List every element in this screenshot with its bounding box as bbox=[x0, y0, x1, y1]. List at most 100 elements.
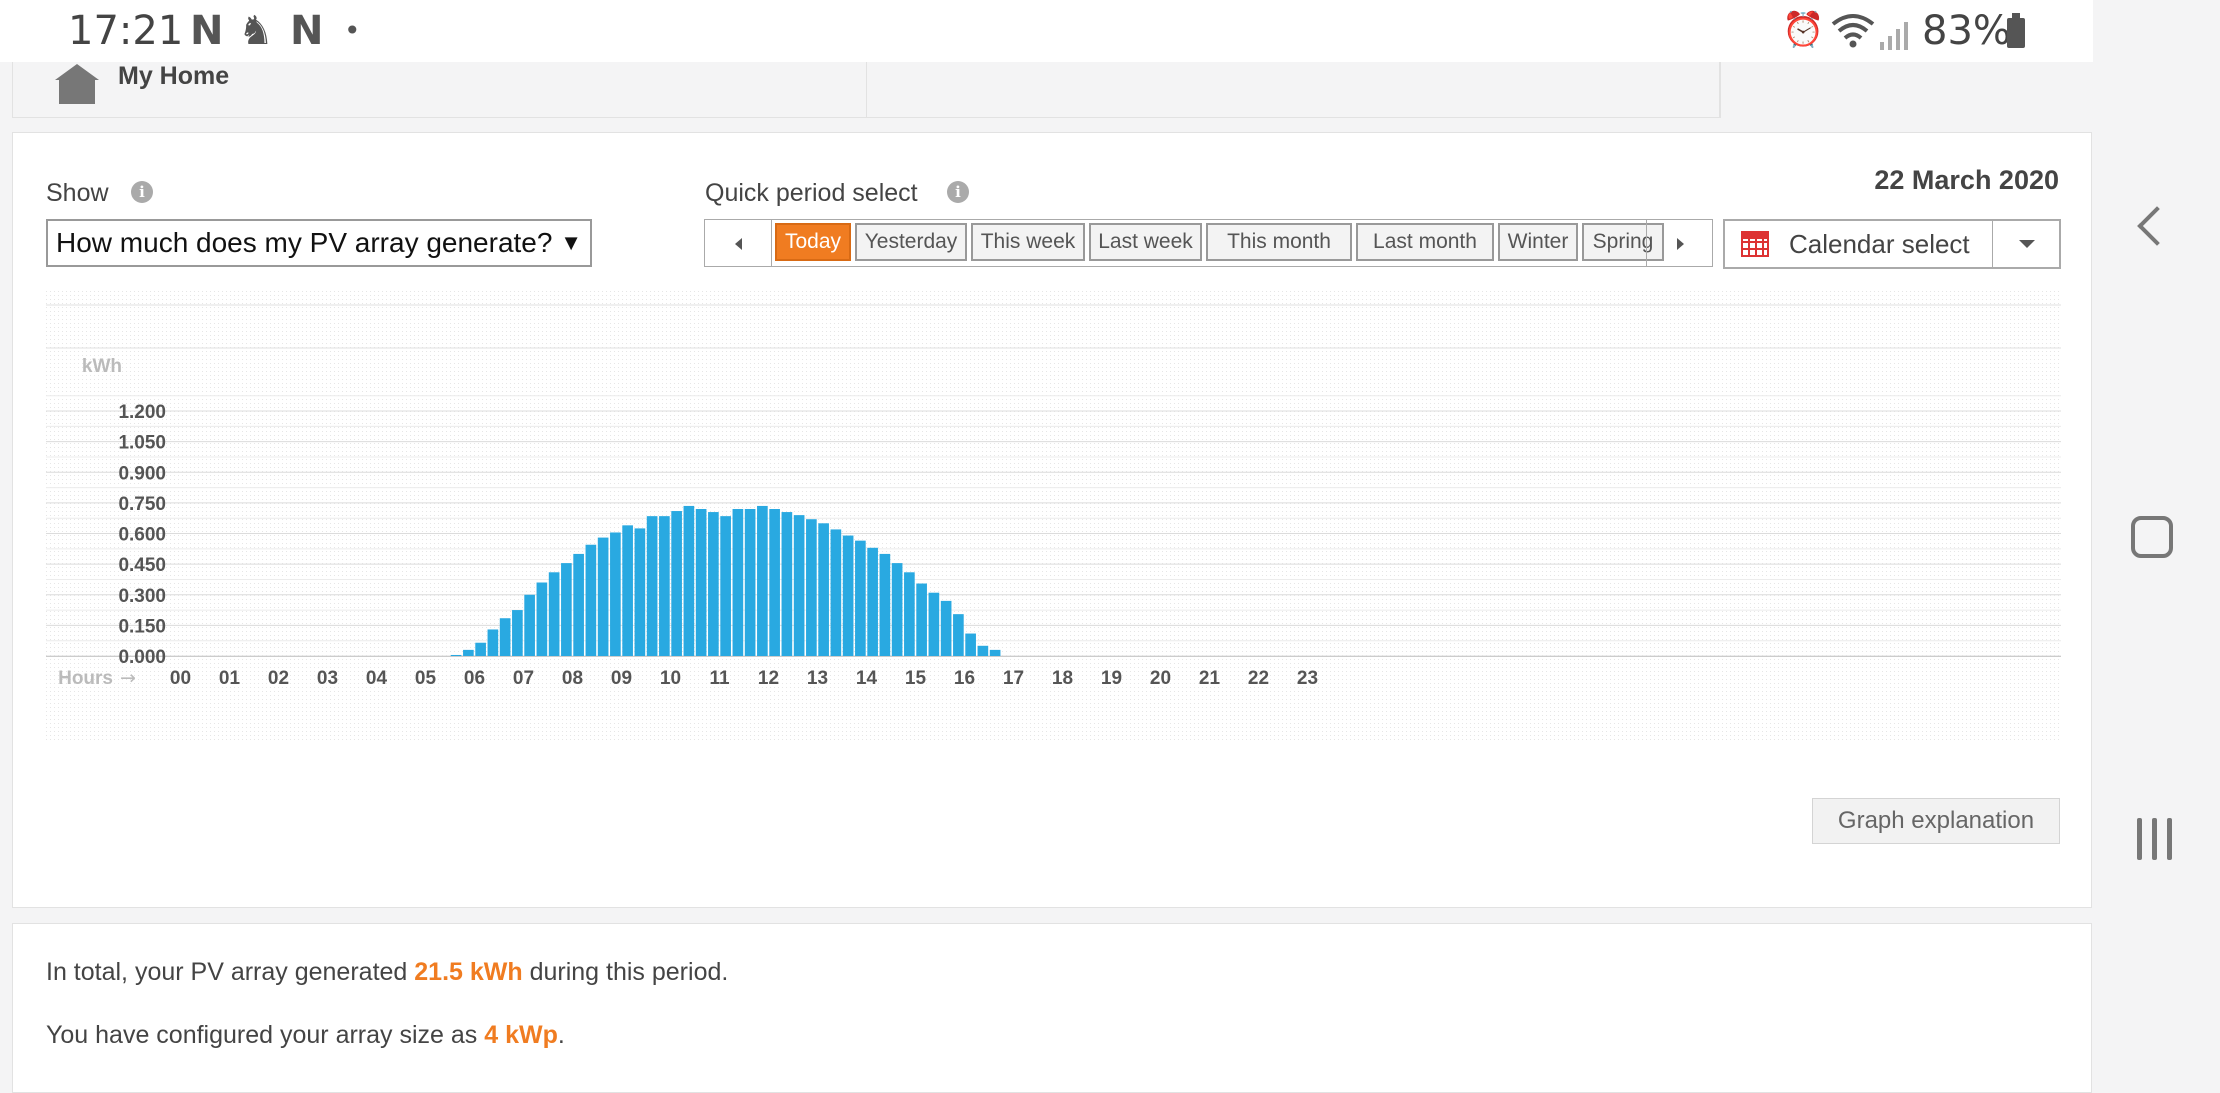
chart-bar bbox=[597, 537, 609, 656]
android-nav-bar bbox=[2093, 0, 2220, 1080]
x-axis-labels: Hours → 00 01 02 03 04 05 06 07 08 09 10 11 12 13 14 15 16… bbox=[58, 667, 1318, 689]
clock: 17:21 bbox=[68, 8, 184, 54]
chart-bar bbox=[610, 532, 621, 656]
chart-bar bbox=[953, 614, 964, 656]
x-tick-label: 01 bbox=[219, 668, 241, 689]
chart-bar bbox=[781, 512, 793, 656]
total-generated-text: In total, your PV array generated 21.5 k… bbox=[46, 958, 728, 987]
x-tick-label: 22 bbox=[1248, 668, 1269, 689]
period-winter-button[interactable]: Winter bbox=[1498, 223, 1578, 261]
y-tick-label: 0.900 bbox=[118, 463, 166, 484]
array-size-text: You have configured your array size as 4… bbox=[46, 1021, 565, 1050]
array-size-value: 4 kWp bbox=[484, 1021, 558, 1049]
y-tick-label: 0.150 bbox=[118, 616, 166, 637]
y-tick-label: 0.300 bbox=[118, 586, 166, 607]
y-tick-label: 0.600 bbox=[118, 525, 166, 546]
chart-bar bbox=[622, 525, 633, 656]
chart-bar bbox=[548, 572, 560, 656]
chart-bar bbox=[695, 509, 707, 656]
status-bar: 17:21 N ♞ N • ⏰ 83% bbox=[0, 0, 2093, 62]
app-icon: ♞ bbox=[238, 8, 274, 54]
chart-bar bbox=[940, 600, 952, 656]
x-tick-label: 02 bbox=[268, 668, 289, 689]
chart-bar bbox=[732, 509, 744, 656]
chart-bar bbox=[818, 523, 829, 656]
recent-apps-icon[interactable] bbox=[2135, 818, 2175, 860]
chart-bar bbox=[646, 516, 658, 656]
period-spring-button[interactable]: Spring bbox=[1582, 223, 1664, 261]
netflix-n-icon: N bbox=[190, 8, 224, 54]
y-tick-label: 0.450 bbox=[118, 555, 166, 576]
chart-bar bbox=[720, 516, 731, 656]
chart-bar bbox=[855, 540, 866, 656]
info-icon[interactable]: i bbox=[131, 181, 153, 203]
x-tick-label: 14 bbox=[856, 668, 878, 689]
x-tick-label: 10 bbox=[660, 668, 681, 689]
chart-bar bbox=[989, 649, 1001, 656]
chart-bar bbox=[793, 515, 805, 656]
x-tick-label: 09 bbox=[611, 668, 632, 689]
x-tick-label: 16 bbox=[954, 668, 975, 689]
chart-grid bbox=[46, 304, 2061, 657]
summary-card: In total, your PV array generated 21.5 k… bbox=[12, 923, 2092, 1093]
dropdown-arrow-icon: ▼ bbox=[560, 230, 582, 255]
chart-bar bbox=[463, 649, 474, 656]
period-last-week-button[interactable]: Last week bbox=[1089, 223, 1202, 261]
x-tick-label: 13 bbox=[807, 668, 828, 689]
x-tick-label: 19 bbox=[1101, 668, 1122, 689]
x-tick-label: 06 bbox=[464, 668, 485, 689]
x-tick-label: 12 bbox=[758, 668, 779, 689]
x-tick-label: 18 bbox=[1052, 668, 1073, 689]
next-period-button[interactable] bbox=[1646, 220, 1713, 266]
total-generated-value: 21.5 kWh bbox=[414, 958, 523, 986]
chart-bar bbox=[891, 563, 903, 656]
total-text-suffix: during this period. bbox=[522, 958, 729, 986]
show-dropdown[interactable]: How much does my PV array generate? ▼ bbox=[46, 219, 592, 267]
x-tick-label: 15 bbox=[905, 668, 927, 689]
x-tick-label: 23 bbox=[1297, 668, 1318, 689]
chart-bar bbox=[450, 654, 462, 656]
signal-icon bbox=[1880, 14, 1912, 60]
dot-icon: • bbox=[344, 14, 361, 47]
chart-bar bbox=[867, 547, 878, 656]
chart-bar bbox=[524, 594, 535, 656]
y-tick-label: 1.200 bbox=[118, 402, 166, 423]
previous-period-button[interactable] bbox=[705, 220, 772, 266]
period-this-month-button[interactable]: This month bbox=[1206, 223, 1352, 261]
x-tick-label: 08 bbox=[562, 668, 583, 689]
chart-bar bbox=[475, 642, 486, 656]
x-axis-title: Hours bbox=[58, 668, 113, 689]
chart-bar bbox=[659, 516, 670, 656]
chart-bar bbox=[671, 511, 682, 656]
back-icon[interactable] bbox=[2137, 206, 2177, 246]
caret-left-icon bbox=[735, 238, 742, 250]
chart-bar bbox=[573, 553, 584, 656]
chart-bar bbox=[916, 583, 927, 656]
chart-bar bbox=[634, 528, 646, 656]
calendar-dropdown-button[interactable] bbox=[1992, 221, 2059, 267]
chart-bar bbox=[965, 633, 976, 656]
array-size-suffix: . bbox=[557, 1021, 565, 1049]
battery-percentage: 83% bbox=[1922, 8, 2011, 54]
chart-bar bbox=[561, 563, 572, 656]
chart-bar bbox=[499, 618, 511, 656]
period-yesterday-button[interactable]: Yesterday bbox=[855, 223, 967, 261]
chart-background bbox=[46, 291, 2061, 741]
graph-explanation-button[interactable]: Graph explanation bbox=[1812, 798, 2060, 844]
x-tick-label: 04 bbox=[366, 668, 388, 689]
y-tick-label: 1.050 bbox=[118, 433, 166, 454]
x-tick-label: 21 bbox=[1199, 668, 1221, 689]
chart-bar bbox=[536, 582, 548, 656]
period-this-week-button[interactable]: This week bbox=[971, 223, 1085, 261]
wifi-icon bbox=[1830, 10, 1876, 58]
calendar-select[interactable]: Calendar select bbox=[1723, 219, 2061, 269]
period-today-button[interactable]: Today bbox=[775, 223, 851, 261]
period-last-month-button[interactable]: Last month bbox=[1356, 223, 1494, 261]
calendar-icon bbox=[1741, 231, 1769, 257]
chart-bar bbox=[512, 610, 523, 656]
chart-bar bbox=[585, 544, 597, 656]
home-button-icon[interactable] bbox=[2131, 516, 2173, 558]
x-tick-label: 03 bbox=[317, 668, 338, 689]
info-icon[interactable]: i bbox=[947, 181, 969, 203]
chart-bar bbox=[683, 505, 695, 656]
